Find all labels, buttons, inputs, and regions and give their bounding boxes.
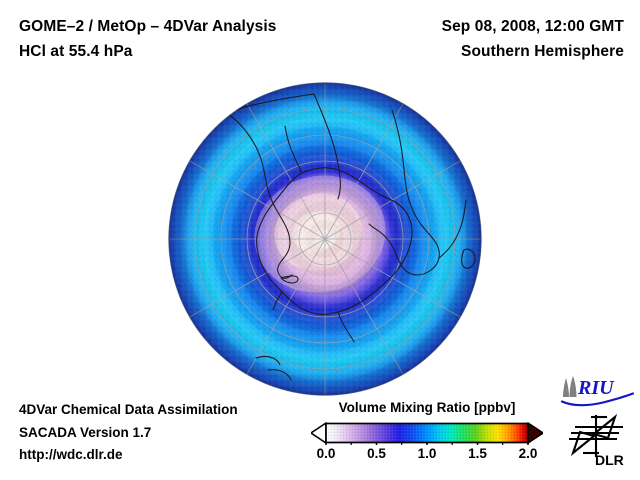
colorbar-tick-2: 1.0 <box>417 446 437 461</box>
credit-line-method: 4DVar Chemical Data Assimilation <box>19 402 238 417</box>
dlr-wordmark: DLR <box>595 452 624 468</box>
header-right: Sep 08, 2008, 12:00 GMT Southern Hemisph… <box>324 14 624 64</box>
title-line-species-level: HCl at 55.4 hPa <box>19 43 133 60</box>
footer-credits: 4DVar Chemical Data Assimilation SACADA … <box>19 399 238 467</box>
colorbar-tick-1: 0.5 <box>367 446 386 461</box>
globe-outline <box>168 82 482 396</box>
colorbar-gradient <box>311 422 543 445</box>
globe-disk <box>168 82 482 396</box>
dlr-pinwheel-icon <box>569 413 623 457</box>
title-line-datetime: Sep 08, 2008, 12:00 GMT <box>441 18 624 35</box>
colorbar: Volume Mixing Ratio [ppbv] <box>311 400 543 464</box>
credit-line-url: http://wdc.dlr.de <box>19 447 123 462</box>
colorbar-minor-tick-marks <box>350 442 504 445</box>
colorbar-tick-4: 2.0 <box>518 446 538 461</box>
riu-wordmark: RIU <box>577 377 615 399</box>
colorbar-dither <box>326 423 528 443</box>
colorbar-tick-0: 0.0 <box>316 446 336 461</box>
colorbar-title: Volume Mixing Ratio [ppbv] <box>338 400 516 415</box>
globe-svg <box>168 82 482 396</box>
colorbar-min-arrow <box>311 422 327 444</box>
dlr-logo: DLR <box>569 413 624 468</box>
header-left: GOME–2 / MetOp – 4DVar Analysis HCl at 5… <box>19 14 349 64</box>
riu-towers-icon <box>563 376 577 397</box>
riu-wave-icon <box>560 392 635 407</box>
title-line-instrument: GOME–2 / MetOp – 4DVar Analysis <box>19 18 277 35</box>
title-line-region: Southern Hemisphere <box>461 43 624 60</box>
riu-logo: RIU <box>560 376 635 407</box>
colorbar-max-arrow <box>527 422 543 444</box>
globe-map <box>168 82 482 396</box>
colorbar-tick-marks <box>325 442 529 445</box>
limb-shading <box>168 82 482 396</box>
colorbar-tick-3: 1.5 <box>468 446 487 461</box>
colorbar-tick-labels: 0.0 0.5 1.0 1.5 2.0 <box>311 446 543 464</box>
credit-line-version: SACADA Version 1.7 <box>19 424 152 440</box>
